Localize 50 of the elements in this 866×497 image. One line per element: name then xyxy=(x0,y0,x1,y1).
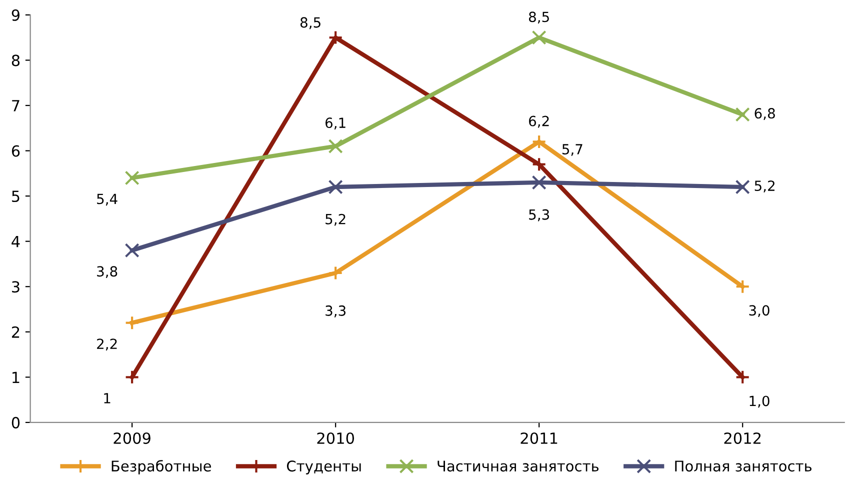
data-label: 5,4 xyxy=(97,194,118,206)
data-label: 8,5 xyxy=(300,17,320,30)
y-tick-label: 1 xyxy=(12,372,20,383)
data-label: 3,8 xyxy=(97,266,118,278)
data-label: 5,7 xyxy=(562,144,582,156)
x-tick-label: 2010 xyxy=(317,432,354,444)
point xyxy=(735,107,750,122)
x-tick-label: 2009 xyxy=(114,432,150,444)
y-tick-label: 0 xyxy=(12,416,20,428)
data-label: 6,1 xyxy=(326,118,346,130)
y-tick-label: 8 xyxy=(12,54,20,66)
point xyxy=(124,370,140,384)
point xyxy=(124,170,140,186)
point xyxy=(735,180,750,194)
point xyxy=(328,30,343,45)
data-label: 5,3 xyxy=(529,209,550,222)
point xyxy=(124,316,140,330)
data-label: 3,0 xyxy=(749,305,770,318)
y-tick-label: 9 xyxy=(12,9,20,21)
point xyxy=(532,175,546,190)
data-label: 6,2 xyxy=(529,116,549,128)
data-label: 5,2 xyxy=(754,180,774,192)
point xyxy=(532,134,546,149)
y-tick-label: 3 xyxy=(12,281,20,293)
data-label: 5,2 xyxy=(326,214,346,226)
y-tick-label: 4 xyxy=(12,236,20,248)
point xyxy=(735,370,750,384)
legend-label: Безработные xyxy=(112,460,211,474)
data-label: 8,5 xyxy=(528,12,549,24)
y-tick-label: 6 xyxy=(12,145,20,157)
data-label: 3,3 xyxy=(326,305,346,318)
point xyxy=(328,266,343,280)
y-tick-label: 2 xyxy=(12,326,20,338)
data-label: 1,0 xyxy=(750,396,770,408)
legend-label: Полная занятость xyxy=(675,460,812,472)
point xyxy=(124,243,140,258)
legend-label: Частичная занятость xyxy=(438,460,599,472)
data-label: 2,2 xyxy=(97,338,117,350)
point xyxy=(532,157,546,172)
point xyxy=(328,180,343,194)
legend-label: Студенты xyxy=(286,460,361,474)
y-tick-label: 7 xyxy=(12,100,20,112)
point xyxy=(532,30,546,45)
data-label: 1 xyxy=(104,393,110,404)
point xyxy=(735,279,750,294)
x-tick-label: 2011 xyxy=(520,432,558,444)
x-tick-label: 2012 xyxy=(724,432,761,444)
y-tick-label: 5 xyxy=(12,190,20,202)
point xyxy=(328,138,343,154)
data-label: 6,8 xyxy=(754,108,775,120)
